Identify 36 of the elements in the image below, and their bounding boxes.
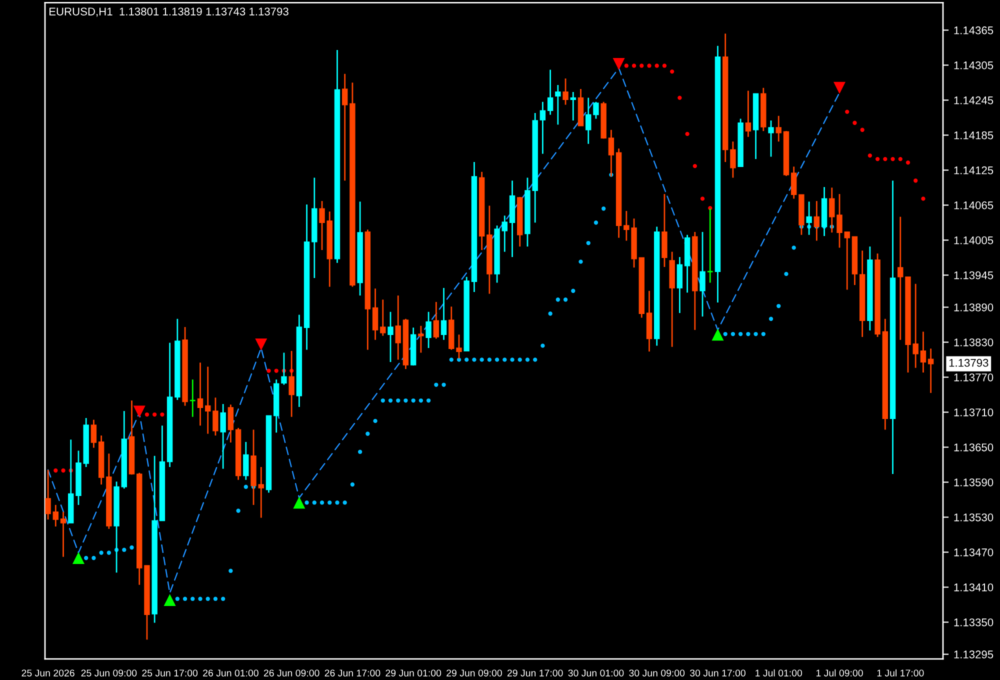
x-tick-label: 26 Jun 09:00 <box>264 670 320 676</box>
y-tick-label: 1.13830 <box>954 338 994 346</box>
x-tick-label: 30 Jun 09:00 <box>629 670 685 676</box>
x-tick-label: 26 Jun 01:00 <box>203 670 258 676</box>
y-tick-label: 1.13350 <box>954 618 994 626</box>
y-tick-label: 1.13710 <box>954 408 994 416</box>
x-tick-label: 25 Jun 09:00 <box>81 670 137 676</box>
y-tick-label: 1.14185 <box>954 131 994 140</box>
x-tick-label: 26 Jun 17:00 <box>324 670 380 676</box>
y-tick-label: 1.14305 <box>954 61 994 70</box>
x-tick-label: 1 Jul 01:00 <box>756 669 802 676</box>
x-tick-label: 29 Jun 09:00 <box>446 670 502 676</box>
y-tick-label: 1.14365 <box>954 26 994 34</box>
y-tick-label: 1.13945 <box>954 271 994 280</box>
x-tick-label: 25 Jun 2026 <box>22 670 74 676</box>
y-tick-label: 1.13470 <box>954 548 994 556</box>
x-tick-label: 29 Jun 17:00 <box>507 670 563 676</box>
y-tick-label: 1.14005 <box>954 236 994 244</box>
x-tick-label: 1 Jul 17:00 <box>877 669 924 676</box>
y-tick-label: 1.14125 <box>954 166 994 174</box>
y-tick-label: 1.13590 <box>954 478 994 486</box>
y-tick-label: 1.13890 <box>954 303 994 312</box>
x-tick-label: 1 Jul 09:00 <box>816 669 863 676</box>
x-tick-label: 30 Jun 17:00 <box>690 670 746 676</box>
y-tick-label: 1.13650 <box>954 443 994 452</box>
chart-title: EURUSD,H1 1.13801 1.13819 1.13743 1.13793 <box>50 8 288 17</box>
x-tick-label: 30 Jun 01:00 <box>568 670 624 676</box>
y-tick-label: 1.14245 <box>954 96 994 104</box>
y-tick-label: 1.14065 <box>954 201 994 210</box>
x-tick-label: 25 Jun 17:00 <box>142 670 198 676</box>
y-tick-label: 1.13295 <box>954 650 994 658</box>
y-tick-label: 1.13410 <box>954 583 994 592</box>
y-tick-label: 1.13530 <box>954 513 994 522</box>
y-tick-label: 1.13770 <box>954 373 994 382</box>
x-tick-label: 29 Jun 01:00 <box>386 670 442 676</box>
text: 1.13793 <box>949 358 988 367</box>
